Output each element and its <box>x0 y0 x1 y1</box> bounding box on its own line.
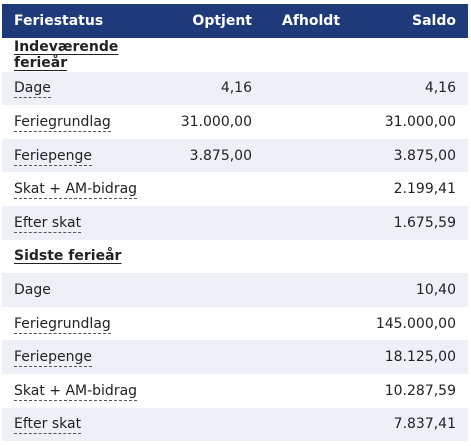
row-saldo: 1.675,59 <box>393 214 456 231</box>
table-header: Feriestatus Optjent Afholdt Saldo <box>2 4 468 38</box>
table-row: Efter skat 7.837,41 <box>2 407 468 442</box>
row-label[interactable]: Efter skat <box>14 214 82 233</box>
section-title: Sidste ferieår <box>14 248 122 265</box>
table-row: Skat + AM-bidrag 2.199,41 <box>2 172 468 206</box>
row-saldo: 4,16 <box>424 80 456 97</box>
row-optjent: 4,16 <box>220 80 252 97</box>
row-optjent: 31.000,00 <box>180 113 252 130</box>
row-label[interactable]: Dage <box>14 80 51 99</box>
table-row: Feriegrundlag 145.000,00 <box>2 307 468 341</box>
table-row: Feriegrundlag 31.000,00 31.000,00 <box>2 105 468 139</box>
row-label[interactable]: Feriegrundlag <box>14 113 111 132</box>
table-row: Feriepenge 3.875,00 3.875,00 <box>2 138 468 173</box>
header-optjent: Optjent <box>192 13 252 29</box>
row-label[interactable]: Skat + AM-bidrag <box>14 382 138 401</box>
row-label: Dage <box>14 281 51 298</box>
row-label[interactable]: Efter skat <box>14 416 82 435</box>
row-saldo: 2.199,41 <box>393 181 456 198</box>
header-feriestatus: Feriestatus <box>14 13 104 29</box>
row-label[interactable]: Feriepenge <box>14 349 93 368</box>
table-row: Efter skat 1.675,59 <box>2 205 468 240</box>
row-label[interactable]: Feriegrundlag <box>14 315 111 334</box>
table-row: Dage 10,40 <box>2 273 468 307</box>
table-row: Dage 4,16 4,16 <box>2 71 468 106</box>
row-saldo: 3.875,00 <box>393 147 456 164</box>
row-optjent: 3.875,00 <box>189 147 252 164</box>
header-afholdt: Afholdt <box>282 13 341 29</box>
row-label[interactable]: Skat + AM-bidrag <box>14 181 138 200</box>
table-row: Feriepenge 18.125,00 <box>2 340 468 374</box>
row-saldo: 7.837,41 <box>393 416 456 433</box>
section-title: Indeværende ferieår <box>14 38 119 71</box>
row-label[interactable]: Feriepenge <box>14 147 93 166</box>
table-row: Skat + AM-bidrag 10.287,59 <box>2 374 468 408</box>
row-saldo: 31.000,00 <box>384 113 456 130</box>
feriestatus-table: Feriestatus Optjent Afholdt Saldo Indevæ… <box>2 4 468 443</box>
row-saldo: 10,40 <box>415 281 456 298</box>
row-saldo: 10.287,59 <box>384 382 456 399</box>
header-saldo: Saldo <box>412 13 456 29</box>
row-saldo: 145.000,00 <box>375 315 456 332</box>
row-saldo: 18.125,00 <box>384 349 456 366</box>
section-title-row: Sidste ferieår <box>2 240 468 274</box>
section-title-row: Indeværende ferieår <box>2 38 468 72</box>
